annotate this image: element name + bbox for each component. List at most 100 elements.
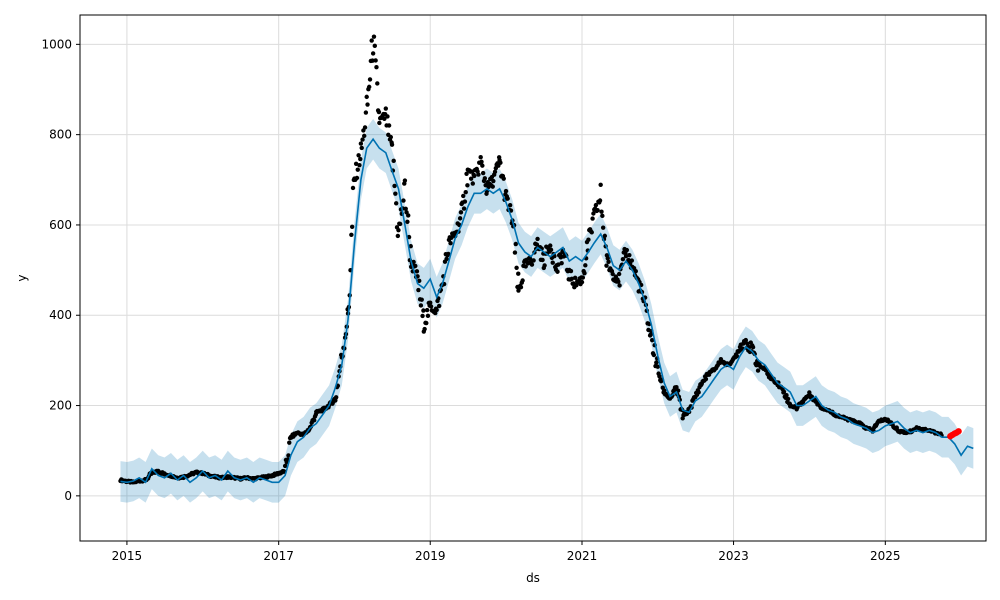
recent-point	[955, 428, 962, 435]
observed-point	[580, 275, 586, 280]
observed-point	[420, 313, 425, 319]
observed-point	[606, 259, 611, 265]
observed-point	[365, 102, 370, 107]
observed-point	[734, 354, 740, 359]
observed-point	[501, 176, 506, 181]
observed-point	[651, 352, 657, 358]
x-tick-label: 2015	[112, 549, 143, 563]
observed-point	[599, 209, 604, 214]
observed-point	[531, 258, 536, 263]
observed-point	[600, 213, 605, 219]
observed-point	[354, 175, 360, 181]
observed-point	[633, 268, 638, 274]
observed-point	[655, 364, 660, 369]
observed-point	[369, 38, 374, 43]
plot-area	[80, 15, 986, 541]
plot-frame	[79, 14, 987, 542]
observed-point	[366, 84, 372, 90]
observed-point	[395, 233, 401, 239]
observed-point	[286, 453, 291, 458]
observed-point	[468, 176, 474, 181]
observed-point	[408, 243, 413, 249]
observed-point	[586, 237, 591, 242]
observed-point	[482, 176, 488, 181]
observed-point	[514, 265, 519, 271]
observed-point	[370, 58, 375, 63]
observed-point	[364, 94, 369, 100]
observed-point	[540, 257, 545, 263]
observed-point	[370, 51, 376, 56]
observed-point	[353, 161, 359, 166]
observed-point	[597, 198, 603, 203]
observed-point	[512, 250, 518, 255]
observed-point	[421, 308, 426, 313]
observed-point	[583, 263, 588, 268]
observed-point	[419, 297, 424, 302]
observed-point	[422, 326, 427, 332]
forecast-line-layer	[120, 137, 974, 484]
observed-point	[505, 196, 510, 201]
y-tick-label: 1000	[41, 37, 72, 51]
observed-point	[424, 320, 429, 326]
observed-point	[402, 178, 408, 183]
observed-point	[582, 271, 587, 276]
forecast-line	[120, 137, 974, 484]
y-axis-label: y	[15, 274, 29, 281]
observed-point	[362, 125, 368, 130]
observed-point	[654, 360, 659, 365]
observed-point	[377, 120, 382, 126]
observed-point	[568, 268, 574, 274]
observed-point	[498, 160, 503, 165]
observed-point	[579, 279, 585, 285]
x-tick-label: 2025	[870, 549, 901, 563]
observed-point	[620, 256, 626, 262]
observed-point	[604, 263, 609, 268]
observed-point	[589, 230, 594, 235]
observed-point	[626, 257, 631, 263]
observed-point	[617, 283, 622, 288]
observed-point	[616, 279, 621, 284]
observed-point	[382, 116, 387, 121]
observed-point	[436, 303, 442, 309]
observed-point	[391, 158, 396, 164]
observed-point	[649, 337, 655, 343]
observed-point	[383, 106, 389, 111]
observed-point	[416, 287, 421, 293]
observed-point	[386, 123, 392, 128]
observed-point	[396, 227, 401, 233]
observed-point	[463, 190, 468, 195]
y-tick-label: 600	[49, 218, 72, 232]
observed-point	[590, 216, 595, 221]
observed-point	[507, 202, 513, 208]
observed-point	[444, 256, 449, 262]
observed-point	[371, 34, 377, 39]
observed-point	[569, 276, 575, 281]
observed-point	[513, 241, 518, 247]
observed-point	[593, 202, 599, 208]
observed-point	[373, 58, 378, 63]
observed-point	[624, 247, 630, 253]
observed-point	[745, 341, 750, 346]
observed-point	[616, 271, 622, 277]
observed-point	[478, 154, 483, 160]
observed-point	[781, 389, 787, 394]
observed-point	[358, 156, 363, 162]
observed-point	[627, 252, 632, 258]
observed-point	[385, 114, 390, 119]
observed-point	[389, 142, 395, 147]
observed-point	[461, 206, 467, 211]
observed-point	[362, 133, 367, 139]
observed-point	[605, 256, 610, 261]
y-tick-label: 0	[64, 489, 72, 503]
observed-point	[333, 395, 339, 400]
observed-point	[674, 384, 679, 390]
observed-point	[367, 77, 373, 82]
observed-point	[360, 137, 365, 142]
observed-point	[755, 368, 761, 373]
observed-point	[388, 134, 393, 140]
observed-point	[703, 376, 709, 382]
observed-point	[503, 188, 509, 194]
observed-point	[401, 198, 406, 203]
observed-point	[555, 269, 560, 274]
observed-point	[629, 258, 635, 263]
